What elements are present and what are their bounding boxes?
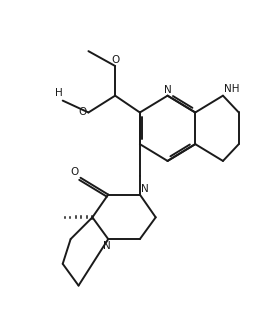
Text: O: O [111,55,119,65]
Text: H: H [55,88,63,98]
Text: N: N [164,85,172,95]
Text: O: O [70,167,79,177]
Text: NH: NH [224,84,239,94]
Text: N: N [141,183,149,193]
Text: O: O [78,107,87,118]
Text: N: N [103,241,111,251]
